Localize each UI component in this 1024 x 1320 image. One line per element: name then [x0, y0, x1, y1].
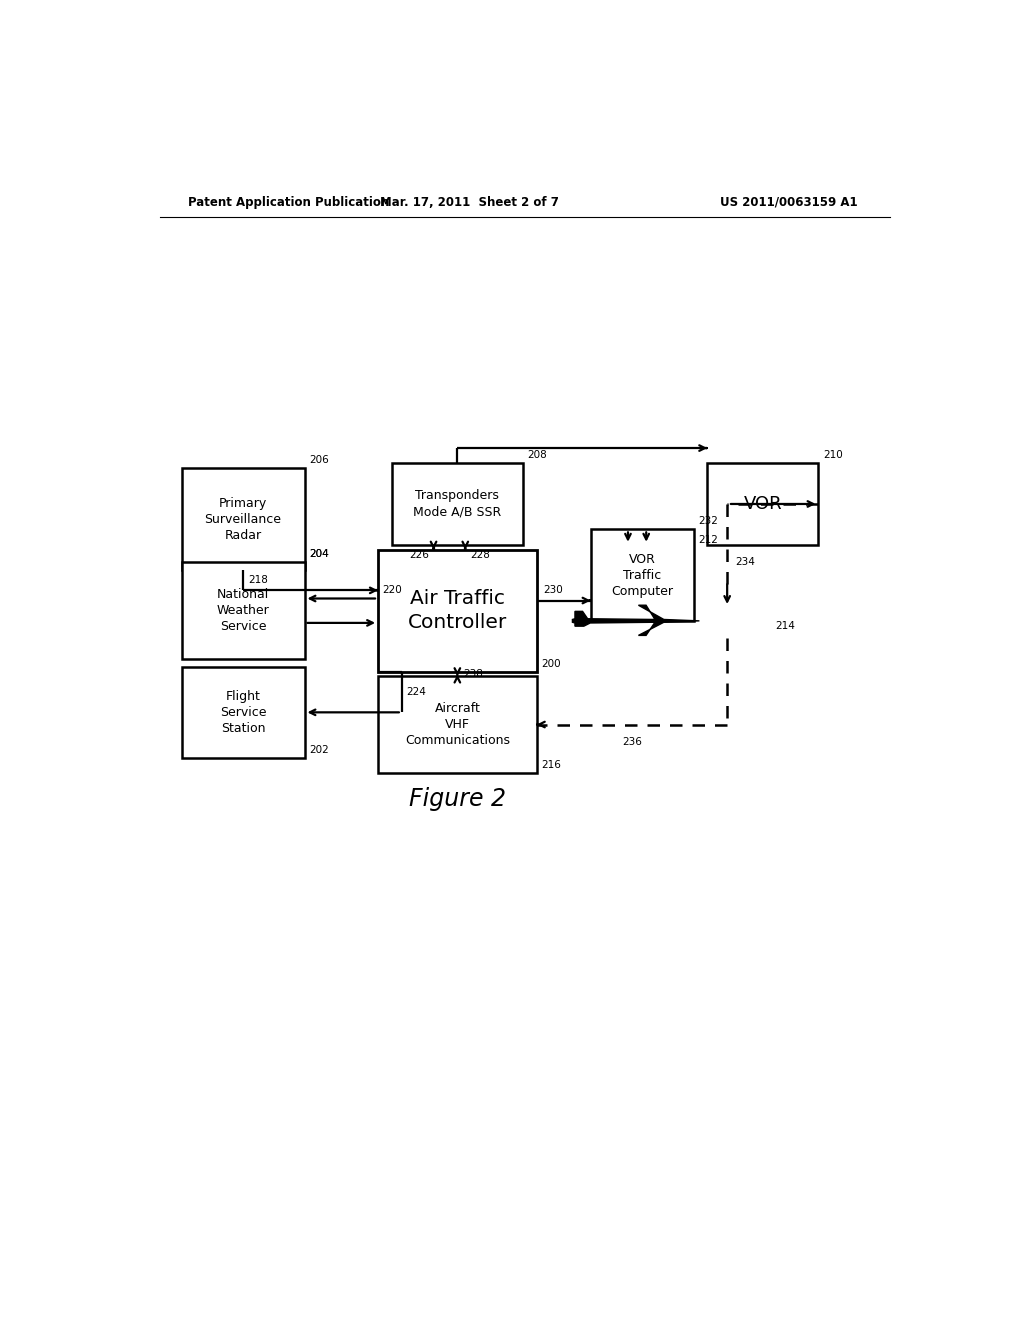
FancyBboxPatch shape: [392, 463, 523, 545]
Text: Figure 2: Figure 2: [409, 787, 506, 810]
Text: Primary
Surveillance
Radar: Primary Surveillance Radar: [205, 496, 282, 541]
Text: 220: 220: [382, 586, 401, 595]
FancyBboxPatch shape: [378, 549, 537, 672]
Text: 216: 216: [542, 760, 561, 770]
Text: 206: 206: [309, 455, 329, 466]
Text: 202: 202: [309, 744, 329, 755]
Text: US 2011/0063159 A1: US 2011/0063159 A1: [721, 195, 858, 209]
FancyBboxPatch shape: [708, 463, 818, 545]
Text: 200: 200: [542, 659, 561, 669]
FancyBboxPatch shape: [378, 676, 537, 772]
Text: Mar. 17, 2011  Sheet 2 of 7: Mar. 17, 2011 Sheet 2 of 7: [380, 195, 559, 209]
Text: Transponders
Mode A/B SSR: Transponders Mode A/B SSR: [414, 490, 502, 519]
FancyBboxPatch shape: [181, 562, 304, 659]
Text: Flight
Service
Station: Flight Service Station: [220, 690, 266, 735]
FancyBboxPatch shape: [591, 529, 694, 620]
Text: 236: 236: [622, 737, 642, 747]
Text: 204: 204: [309, 549, 329, 560]
Text: 228: 228: [470, 549, 489, 560]
Text: 226: 226: [410, 549, 430, 560]
Text: 232: 232: [698, 516, 719, 527]
Text: VOR
Traffic
Computer: VOR Traffic Computer: [611, 553, 673, 598]
Text: 238: 238: [464, 669, 483, 678]
Text: Patent Application Publication: Patent Application Publication: [187, 195, 389, 209]
Text: VOR: VOR: [743, 495, 782, 513]
Text: 218: 218: [249, 576, 268, 585]
Text: Aircraft
VHF
Communications: Aircraft VHF Communications: [404, 702, 510, 747]
Text: 204: 204: [309, 549, 329, 560]
Text: 208: 208: [527, 450, 547, 461]
Text: 230: 230: [543, 586, 563, 595]
Text: 210: 210: [823, 450, 843, 461]
Polygon shape: [572, 605, 699, 635]
Text: National
Weather
Service: National Weather Service: [217, 589, 269, 634]
FancyBboxPatch shape: [181, 469, 304, 570]
Text: 224: 224: [407, 686, 426, 697]
Text: 212: 212: [698, 535, 719, 545]
Text: 234: 234: [735, 557, 755, 568]
FancyBboxPatch shape: [181, 667, 304, 758]
Text: 214: 214: [775, 620, 795, 631]
Text: Air Traffic
Controller: Air Traffic Controller: [408, 590, 507, 632]
